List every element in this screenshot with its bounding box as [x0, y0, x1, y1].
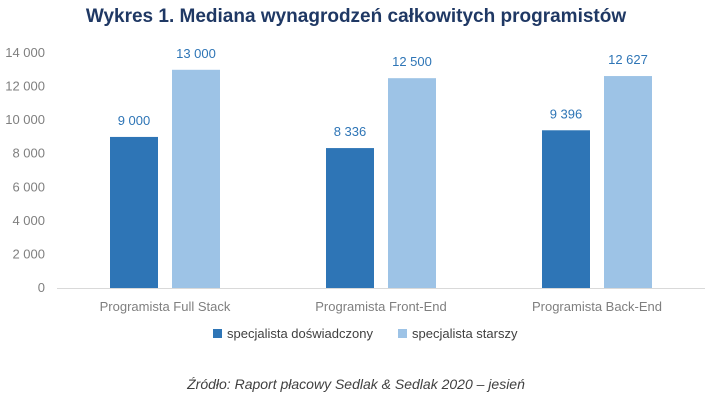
y-tick-label: 4 000	[12, 213, 45, 228]
bar	[388, 78, 436, 288]
y-tick-label: 2 000	[12, 246, 45, 261]
legend-swatch	[213, 329, 222, 338]
data-label: 9 000	[118, 113, 151, 128]
legend-label: specjalista doświadczony	[227, 326, 373, 341]
y-tick-label: 10 000	[5, 112, 45, 127]
bar	[110, 136, 158, 288]
chart-title: Wykres 1. Mediana wynagrodzeń całkowityc…	[85, 6, 627, 27]
legend-swatch	[398, 329, 407, 338]
x-tick-label: Programista Back-End	[532, 299, 662, 314]
data-label: 12 627	[608, 52, 648, 67]
data-label: 8 336	[334, 124, 367, 139]
y-tick-label: 12 000	[5, 79, 45, 94]
legend-label: specjalista starszy	[412, 326, 518, 341]
data-label: 12 500	[392, 54, 432, 69]
data-label: 13 000	[176, 46, 216, 61]
bar	[172, 69, 220, 289]
x-tick-label: Programista Front-End	[315, 299, 447, 314]
x-tick-label: Programista Full Stack	[100, 299, 231, 314]
bar	[604, 76, 652, 288]
data-label: 9 396	[550, 106, 583, 121]
y-tick-label: 0	[38, 280, 45, 295]
y-tick-label: 8 000	[12, 146, 45, 161]
source-note: Źródło: Raport płacowy Sedlak & Sedlak 2…	[187, 376, 525, 392]
y-tick-label: 14 000	[5, 45, 45, 60]
bar	[326, 148, 374, 288]
y-tick-label: 6 000	[12, 179, 45, 194]
bar	[542, 130, 590, 288]
